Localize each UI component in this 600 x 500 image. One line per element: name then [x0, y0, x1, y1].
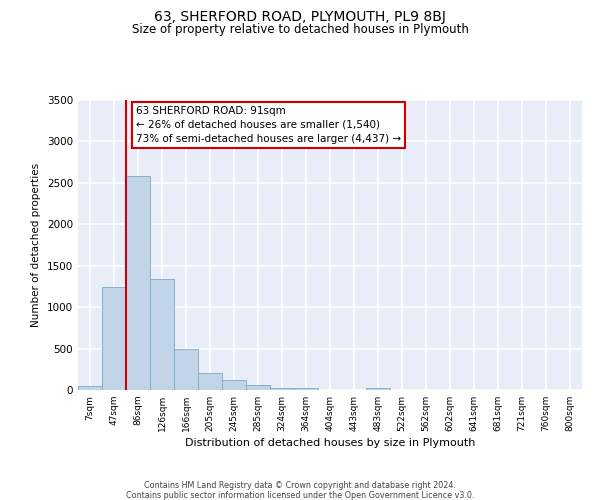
Bar	[270, 388, 294, 390]
Bar	[126, 176, 150, 390]
Text: 63, SHERFORD ROAD, PLYMOUTH, PL9 8BJ: 63, SHERFORD ROAD, PLYMOUTH, PL9 8BJ	[154, 10, 446, 24]
Bar	[102, 288, 126, 390]
Bar	[198, 374, 222, 390]
Bar	[222, 380, 246, 390]
Y-axis label: Number of detached properties: Number of detached properties	[31, 163, 41, 327]
Text: Size of property relative to detached houses in Plymouth: Size of property relative to detached ho…	[131, 22, 469, 36]
X-axis label: Distribution of detached houses by size in Plymouth: Distribution of detached houses by size …	[185, 438, 475, 448]
Bar	[150, 279, 174, 390]
Text: Contains HM Land Registry data © Crown copyright and database right 2024.: Contains HM Land Registry data © Crown c…	[144, 480, 456, 490]
Text: 63 SHERFORD ROAD: 91sqm
← 26% of detached houses are smaller (1,540)
73% of semi: 63 SHERFORD ROAD: 91sqm ← 26% of detache…	[136, 106, 401, 144]
Bar	[366, 388, 390, 390]
Text: Contains public sector information licensed under the Open Government Licence v3: Contains public sector information licen…	[126, 490, 474, 500]
Bar	[294, 388, 318, 390]
Bar	[246, 386, 270, 390]
Bar	[78, 386, 102, 390]
Bar	[174, 350, 198, 390]
